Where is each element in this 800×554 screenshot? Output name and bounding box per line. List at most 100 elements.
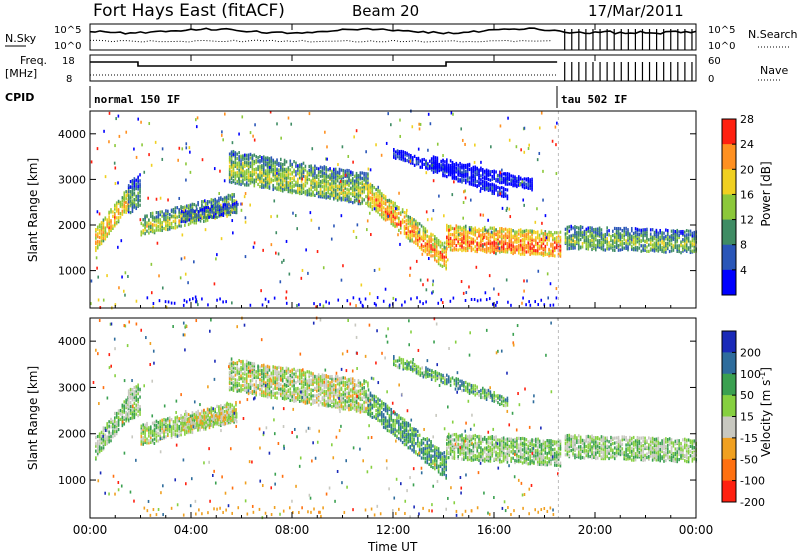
data-cell <box>651 235 654 239</box>
data-cell <box>242 181 244 185</box>
data-cell <box>149 438 152 442</box>
data-cell <box>451 160 454 165</box>
data-cell <box>444 174 446 178</box>
data-cell <box>464 181 467 185</box>
data-cell <box>102 236 105 240</box>
data-cell <box>233 418 236 422</box>
data-cell <box>90 160 93 164</box>
data-cell <box>329 192 331 196</box>
data-cell <box>266 171 269 175</box>
data-cell <box>123 197 125 201</box>
data-cell <box>280 183 282 187</box>
data-cell <box>422 237 425 241</box>
data-cell <box>115 204 118 208</box>
data-cell <box>302 174 305 178</box>
data-cell <box>165 221 167 225</box>
data-cell <box>190 426 192 430</box>
data-cell <box>203 414 206 418</box>
data-cell <box>689 245 692 249</box>
data-cell <box>121 199 124 203</box>
data-cell <box>506 242 509 246</box>
data-cell <box>612 243 614 247</box>
data-cell <box>153 223 156 227</box>
data-cell <box>142 218 144 222</box>
data-cell <box>240 174 242 178</box>
data-cell <box>485 181 488 185</box>
data-cell <box>195 221 198 225</box>
data-cell <box>151 438 154 442</box>
data-cell <box>302 167 305 171</box>
data-cell <box>689 233 692 237</box>
data-cell <box>419 278 422 282</box>
data-cell <box>540 237 543 241</box>
data-cell <box>95 233 97 237</box>
data-cell <box>167 419 169 423</box>
data-cell <box>407 233 410 238</box>
data-cell <box>228 374 231 378</box>
data-cell <box>428 250 430 254</box>
data-cell <box>468 235 471 240</box>
data-cell <box>482 227 484 231</box>
data-cell <box>188 213 191 217</box>
data-cell <box>629 242 631 246</box>
data-cell <box>342 189 345 193</box>
data-cell <box>110 208 112 212</box>
data-cell <box>384 196 387 201</box>
data-cell <box>96 244 99 248</box>
data-cell <box>218 207 221 212</box>
data-cell <box>443 245 446 249</box>
data-cell <box>238 182 240 186</box>
data-cell <box>663 239 665 243</box>
data-cell <box>329 196 331 200</box>
data-cell <box>419 122 422 126</box>
data-cell <box>270 180 273 184</box>
data-cell <box>334 177 337 181</box>
data-cell <box>235 412 238 416</box>
data-cell <box>453 233 456 237</box>
data-cell <box>598 240 601 245</box>
data-cell <box>149 229 152 233</box>
date-label: 17/Mar/2011 <box>588 2 684 20</box>
data-cell <box>420 245 423 249</box>
data-cell <box>678 246 680 250</box>
data-cell <box>149 212 152 216</box>
data-cell <box>190 421 192 425</box>
data-cell <box>363 171 365 176</box>
data-cell <box>230 206 232 210</box>
data-cell <box>274 160 276 164</box>
data-cell <box>266 180 269 185</box>
data-cell <box>127 401 130 405</box>
data-cell <box>449 224 452 228</box>
data-cell <box>644 246 646 250</box>
data-cell <box>167 432 169 436</box>
data-cell <box>674 229 677 234</box>
data-cell <box>379 194 381 198</box>
data-cell <box>661 231 663 235</box>
data-cell <box>218 409 220 413</box>
data-cell <box>521 180 524 184</box>
data-cell <box>221 409 224 413</box>
data-cell <box>407 230 410 234</box>
data-cell <box>90 279 93 283</box>
data-cell <box>102 298 105 302</box>
data-cell <box>663 241 665 245</box>
data-cell <box>297 183 299 188</box>
data-cell <box>553 237 556 241</box>
data-cell <box>455 161 458 166</box>
data-cell <box>108 437 110 441</box>
data-cell <box>317 170 320 174</box>
data-cell <box>461 241 463 245</box>
data-cell <box>285 185 288 189</box>
data-cell <box>272 161 275 165</box>
data-cell <box>574 229 576 233</box>
data-cell <box>430 244 432 248</box>
data-cell <box>680 240 682 244</box>
data-cell <box>117 218 120 222</box>
data-cell <box>493 247 495 251</box>
data-cell <box>351 187 354 191</box>
data-cell <box>127 204 130 209</box>
data-cell <box>361 303 364 307</box>
data-cell <box>268 171 271 176</box>
data-cell <box>441 253 444 257</box>
data-cell <box>249 152 252 156</box>
